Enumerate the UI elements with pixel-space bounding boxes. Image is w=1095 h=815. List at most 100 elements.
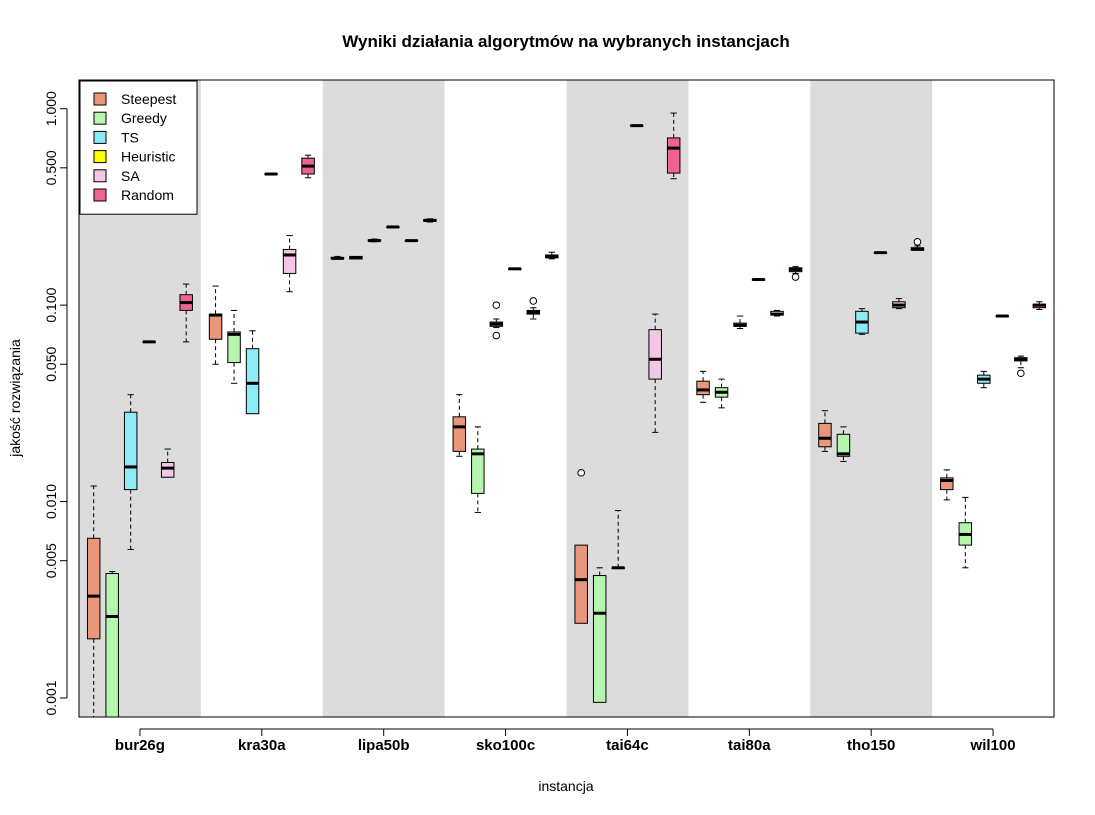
box-tho150-random	[910, 238, 925, 251]
box-bur26g-steepest	[86, 485, 101, 718]
legend-label: Greedy	[121, 110, 167, 126]
box-body	[452, 416, 467, 452]
y-axis: 0.001 0.005 0.010 0.050 0.100 0.500 1.000	[43, 91, 68, 715]
box-body	[648, 329, 662, 380]
box-bur26g-ts	[123, 394, 138, 550]
box-tho150-sa	[892, 298, 906, 310]
box-lipa50b-ts	[367, 238, 382, 243]
x-axis: bur26g kra30a lipa50b sko100c tai64c tai80a th…	[115, 728, 1016, 754]
legend-label: SA	[121, 168, 140, 184]
box-series-group	[86, 112, 1047, 718]
box-sko100c-heuristic	[508, 267, 522, 271]
box-kra30a-ts	[245, 330, 260, 415]
box-sko100c-random	[545, 251, 559, 260]
outlier-point	[577, 469, 585, 477]
chart-title: Wyniki działania algorytmów na wybranych…	[342, 32, 789, 51]
box-body	[574, 544, 588, 624]
box-kra30a-random	[301, 154, 315, 179]
box-tai64c-greedy	[592, 567, 607, 703]
legend-swatch	[93, 150, 107, 164]
box-kra30a-greedy	[227, 309, 241, 384]
box-tai80a-heuristic	[751, 278, 766, 282]
y-tick-label: 1.000	[43, 91, 59, 126]
box-tai80a-greedy	[714, 378, 729, 409]
y-tick-label: 0.010	[43, 484, 59, 519]
box-sko100c-steepest	[452, 394, 467, 457]
box-bur26g-sa	[160, 448, 175, 478]
box-body	[282, 248, 297, 274]
x-tick-label: kra30a	[238, 737, 286, 754]
x-axis-label: instancja	[538, 778, 593, 794]
box-lipa50b-random	[423, 218, 437, 223]
box-wil100-random	[1032, 301, 1047, 310]
box-wil100-ts	[977, 370, 991, 389]
box-body	[86, 537, 101, 640]
box-body	[836, 433, 851, 457]
box-wil100-steepest	[940, 469, 954, 501]
legend-swatch	[93, 92, 107, 106]
x-tick-label: tai64c	[606, 737, 649, 754]
legend-swatch	[93, 130, 107, 144]
legend-label: Heuristic	[121, 149, 175, 165]
outlier-point	[492, 331, 501, 340]
box-wil100-sa	[1014, 355, 1028, 378]
box-tai64c-random	[666, 112, 681, 180]
box-tho150-steepest	[818, 410, 832, 452]
box-wil100-greedy	[958, 496, 973, 569]
box-body	[592, 575, 607, 703]
box-tai64c-steepest	[574, 469, 588, 624]
box-lipa50b-sa	[404, 239, 419, 243]
box-body	[123, 411, 138, 491]
legend-label: Random	[121, 187, 174, 203]
y-tick-label: 0.500	[43, 150, 59, 185]
box-tai64c-ts	[611, 510, 625, 570]
legend-label: TS	[121, 129, 139, 145]
outlier-point	[1017, 369, 1025, 378]
box-body	[940, 477, 954, 491]
y-tick-label: 0.050	[43, 347, 59, 382]
box-tai80a-steepest	[696, 370, 710, 403]
outlier-point	[492, 301, 501, 309]
y-tick-label: 0.005	[43, 543, 59, 578]
box-body	[160, 462, 175, 478]
box-body	[227, 331, 241, 364]
outlier-point	[791, 273, 800, 281]
box-lipa50b-greedy	[349, 255, 363, 260]
box-bur26g-greedy	[105, 571, 119, 718]
box-sko100c-ts	[489, 301, 504, 340]
legend-swatch	[93, 169, 107, 183]
x-tick-label: bur26g	[115, 737, 165, 754]
x-tick-label: tho150	[847, 737, 895, 754]
background-band-tho150	[810, 80, 933, 717]
box-tho150-ts	[855, 308, 869, 335]
box-tai80a-sa	[770, 309, 784, 317]
box-lipa50b-steepest	[330, 255, 345, 260]
box-kra30a-steepest	[208, 285, 223, 365]
x-tick-label: sko100c	[476, 737, 535, 754]
box-tho150-heuristic	[873, 251, 888, 255]
box-body	[105, 573, 119, 718]
y-axis-label: jakość rozwiązania	[7, 339, 23, 458]
y-tick-label: 0.001	[43, 680, 59, 715]
box-body	[818, 422, 832, 448]
box-kra30a-heuristic	[264, 172, 278, 176]
box-tai64c-sa	[648, 313, 662, 433]
plot-frame	[78, 79, 1055, 718]
background-band-lipa50b	[322, 80, 445, 717]
box-tai64c-heuristic	[629, 124, 644, 128]
box-lipa50b-heuristic	[386, 225, 400, 229]
background-bands	[79, 80, 933, 717]
box-sko100c-sa	[526, 297, 541, 320]
outlier-point	[913, 238, 922, 246]
box-kra30a-sa	[282, 235, 297, 293]
legend-label: Steepest	[121, 91, 176, 107]
box-body	[208, 313, 223, 340]
box-tai80a-random	[788, 266, 803, 281]
legend: Steepest Greedy TS Heuristic SA Random	[79, 80, 198, 215]
box-wil100-heuristic	[995, 314, 1010, 318]
box-tho150-greedy	[836, 426, 851, 462]
outlier-point	[529, 297, 538, 305]
box-body	[666, 137, 681, 174]
box-bur26g-random	[179, 283, 193, 343]
